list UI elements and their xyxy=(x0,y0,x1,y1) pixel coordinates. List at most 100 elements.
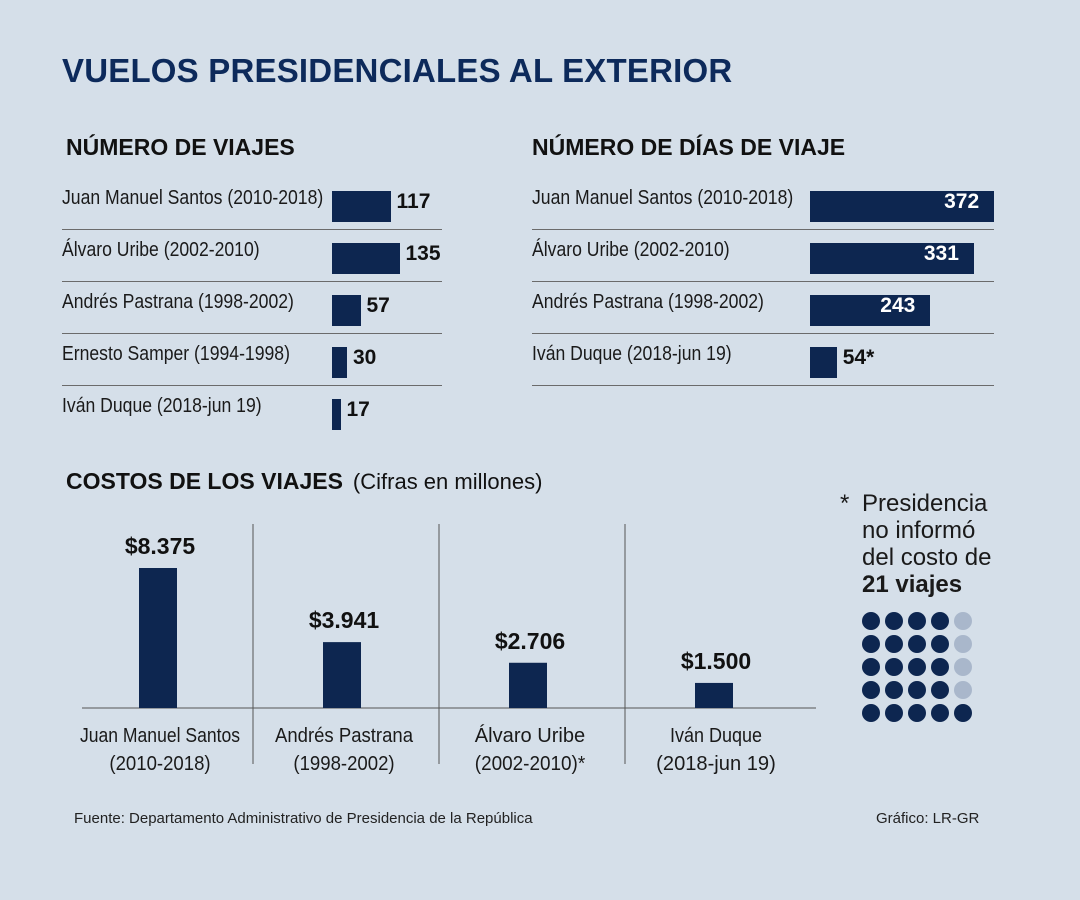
trips-label: Ernesto Samper (1994-1998) xyxy=(62,343,290,365)
waffle-dot-unreported xyxy=(885,658,903,676)
note-text: Presidencia no informó del costo de 21 v… xyxy=(862,490,991,598)
days-bar xyxy=(810,347,837,378)
trips-bar xyxy=(332,191,391,222)
waffle-dot-unreported xyxy=(908,704,926,722)
costs-category-label: (2018-jun 19) xyxy=(656,753,776,775)
waffle-dot-unreported xyxy=(954,704,972,722)
waffle-dot-unreported xyxy=(931,612,949,630)
trips-label: Andrés Pastrana (1998-2002) xyxy=(62,291,294,313)
waffle-dot-unreported xyxy=(862,704,880,722)
costs-category-label: Juan Manuel Santos xyxy=(80,725,240,747)
days-bar xyxy=(810,191,995,222)
trips-value-label: 57 xyxy=(366,294,390,317)
trips-row: Álvaro Uribe (2002-2010) 135 xyxy=(62,227,442,282)
costs-category-label: (2002-2010)* xyxy=(475,753,586,775)
note-line-1: Presidencia xyxy=(862,490,988,517)
trips-label: Álvaro Uribe (2002-2010) xyxy=(62,239,260,261)
waffle-dot xyxy=(954,612,972,630)
trips-divider xyxy=(62,229,442,230)
waffle-dot-unreported xyxy=(862,635,880,653)
trips-bar xyxy=(332,295,361,326)
waffle-dot-unreported xyxy=(931,635,949,653)
costs-category-label: (1998-2002) xyxy=(293,753,394,775)
costs-category-label: Álvaro Uribe xyxy=(475,724,585,747)
days-row: Juan Manuel Santos (2010-2018) 372 xyxy=(532,175,995,230)
days-divider xyxy=(532,333,994,334)
days-value-label: 54* xyxy=(842,346,875,369)
trips-value-label: 17 xyxy=(346,398,370,421)
days-value-label: 243 xyxy=(880,294,916,317)
days-divider xyxy=(532,229,994,230)
waffle-dot-unreported xyxy=(931,704,949,722)
note-emphasis: 21 viajes xyxy=(862,571,963,598)
costs-category-label: Iván Duque xyxy=(670,725,762,747)
trips-divider xyxy=(62,385,442,386)
waffle-dot-unreported xyxy=(931,658,949,676)
note-line-3: del costo de xyxy=(862,544,992,571)
costs-value-label: $8.375 xyxy=(125,533,196,559)
unreported-trips-waffle xyxy=(862,612,972,722)
costs-bar xyxy=(323,642,361,708)
trips-bar xyxy=(332,347,347,378)
costs-category-label: Andrés Pastrana xyxy=(275,725,414,747)
trips-divider xyxy=(62,281,442,282)
days-bar xyxy=(810,295,931,326)
costs-subtitle: (Cifras en millones) xyxy=(352,469,543,494)
trips-row: Andrés Pastrana (1998-2002) 57 xyxy=(62,279,442,334)
trips-bar xyxy=(332,399,341,430)
days-bar xyxy=(810,243,974,274)
trips-row: Ernesto Samper (1994-1998) 30 xyxy=(62,331,442,386)
days-row: Álvaro Uribe (2002-2010) 331 xyxy=(532,227,994,282)
costs-bar xyxy=(509,662,547,708)
trips-divider xyxy=(62,333,442,334)
waffle-dot xyxy=(954,635,972,653)
credit-note: Gráfico: LR-GR xyxy=(876,810,980,827)
days-divider xyxy=(532,281,994,282)
note-line-2: no informó xyxy=(862,517,976,544)
trips-label: Juan Manuel Santos (2010-2018) xyxy=(62,187,324,209)
waffle-dot-unreported xyxy=(908,658,926,676)
waffle-dot-unreported xyxy=(885,704,903,722)
days-divider xyxy=(532,385,994,386)
days-label: Iván Duque (2018-jun 19) xyxy=(532,343,732,365)
trips-value-label: 135 xyxy=(405,242,441,265)
waffle-dot-unreported xyxy=(862,658,880,676)
costs-title-text: COSTOS DE LOS VIAJES xyxy=(66,468,343,494)
trips-label: Iván Duque (2018-jun 19) xyxy=(62,395,262,417)
costs-category-label: (2010-2018) xyxy=(109,753,210,775)
waffle-dot-unreported xyxy=(862,681,880,699)
trips-value-label: 30 xyxy=(353,346,377,369)
costs-value-label: $3.941 xyxy=(309,607,380,633)
waffle-dot-unreported xyxy=(908,612,926,630)
trips-section-title: NÚMERO DE VIAJES xyxy=(66,134,295,160)
waffle-dot-unreported xyxy=(885,635,903,653)
waffle-dot-unreported xyxy=(885,681,903,699)
waffle-dot-unreported xyxy=(862,612,880,630)
days-label: Juan Manuel Santos (2010-2018) xyxy=(532,187,794,209)
trips-row: Juan Manuel Santos (2010-2018) 117 xyxy=(62,175,442,230)
waffle-dot xyxy=(954,681,972,699)
days-value-label: 331 xyxy=(923,242,959,265)
trips-row: Iván Duque (2018-jun 19) 17 xyxy=(62,383,442,435)
waffle-dot-unreported xyxy=(908,681,926,699)
days-section-title: NÚMERO DE DÍAS DE VIAJE xyxy=(532,134,846,160)
waffle-dot xyxy=(954,658,972,676)
note-asterisk: * xyxy=(840,490,850,517)
trips-bar xyxy=(332,243,400,274)
waffle-dot-unreported xyxy=(908,635,926,653)
costs-value-label: $2.706 xyxy=(495,628,565,654)
costs-value-label: $1.500 xyxy=(681,648,751,674)
costs-bar xyxy=(695,682,733,708)
source-note: Fuente: Departamento Administrativo de P… xyxy=(74,810,533,827)
trips-value-label: 117 xyxy=(396,190,431,213)
costs-chart: $8.375 Juan Manuel Santos (2010-2018) $3.94… xyxy=(80,524,816,775)
days-value-label: 372 xyxy=(944,190,980,213)
days-row: Andrés Pastrana (1998-2002) 243 xyxy=(532,279,994,334)
costs-section-title: COSTOS DE LOS VIAJES (Cifras en millones) xyxy=(66,468,542,495)
costs-bar xyxy=(139,568,177,708)
waffle-dot-unreported xyxy=(885,612,903,630)
days-row: Iván Duque (2018-jun 19) 54* xyxy=(532,331,994,386)
days-label: Álvaro Uribe (2002-2010) xyxy=(532,239,730,261)
page-title: VUELOS PRESIDENCIALES AL EXTERIOR xyxy=(62,52,733,89)
waffle-dot-unreported xyxy=(931,681,949,699)
